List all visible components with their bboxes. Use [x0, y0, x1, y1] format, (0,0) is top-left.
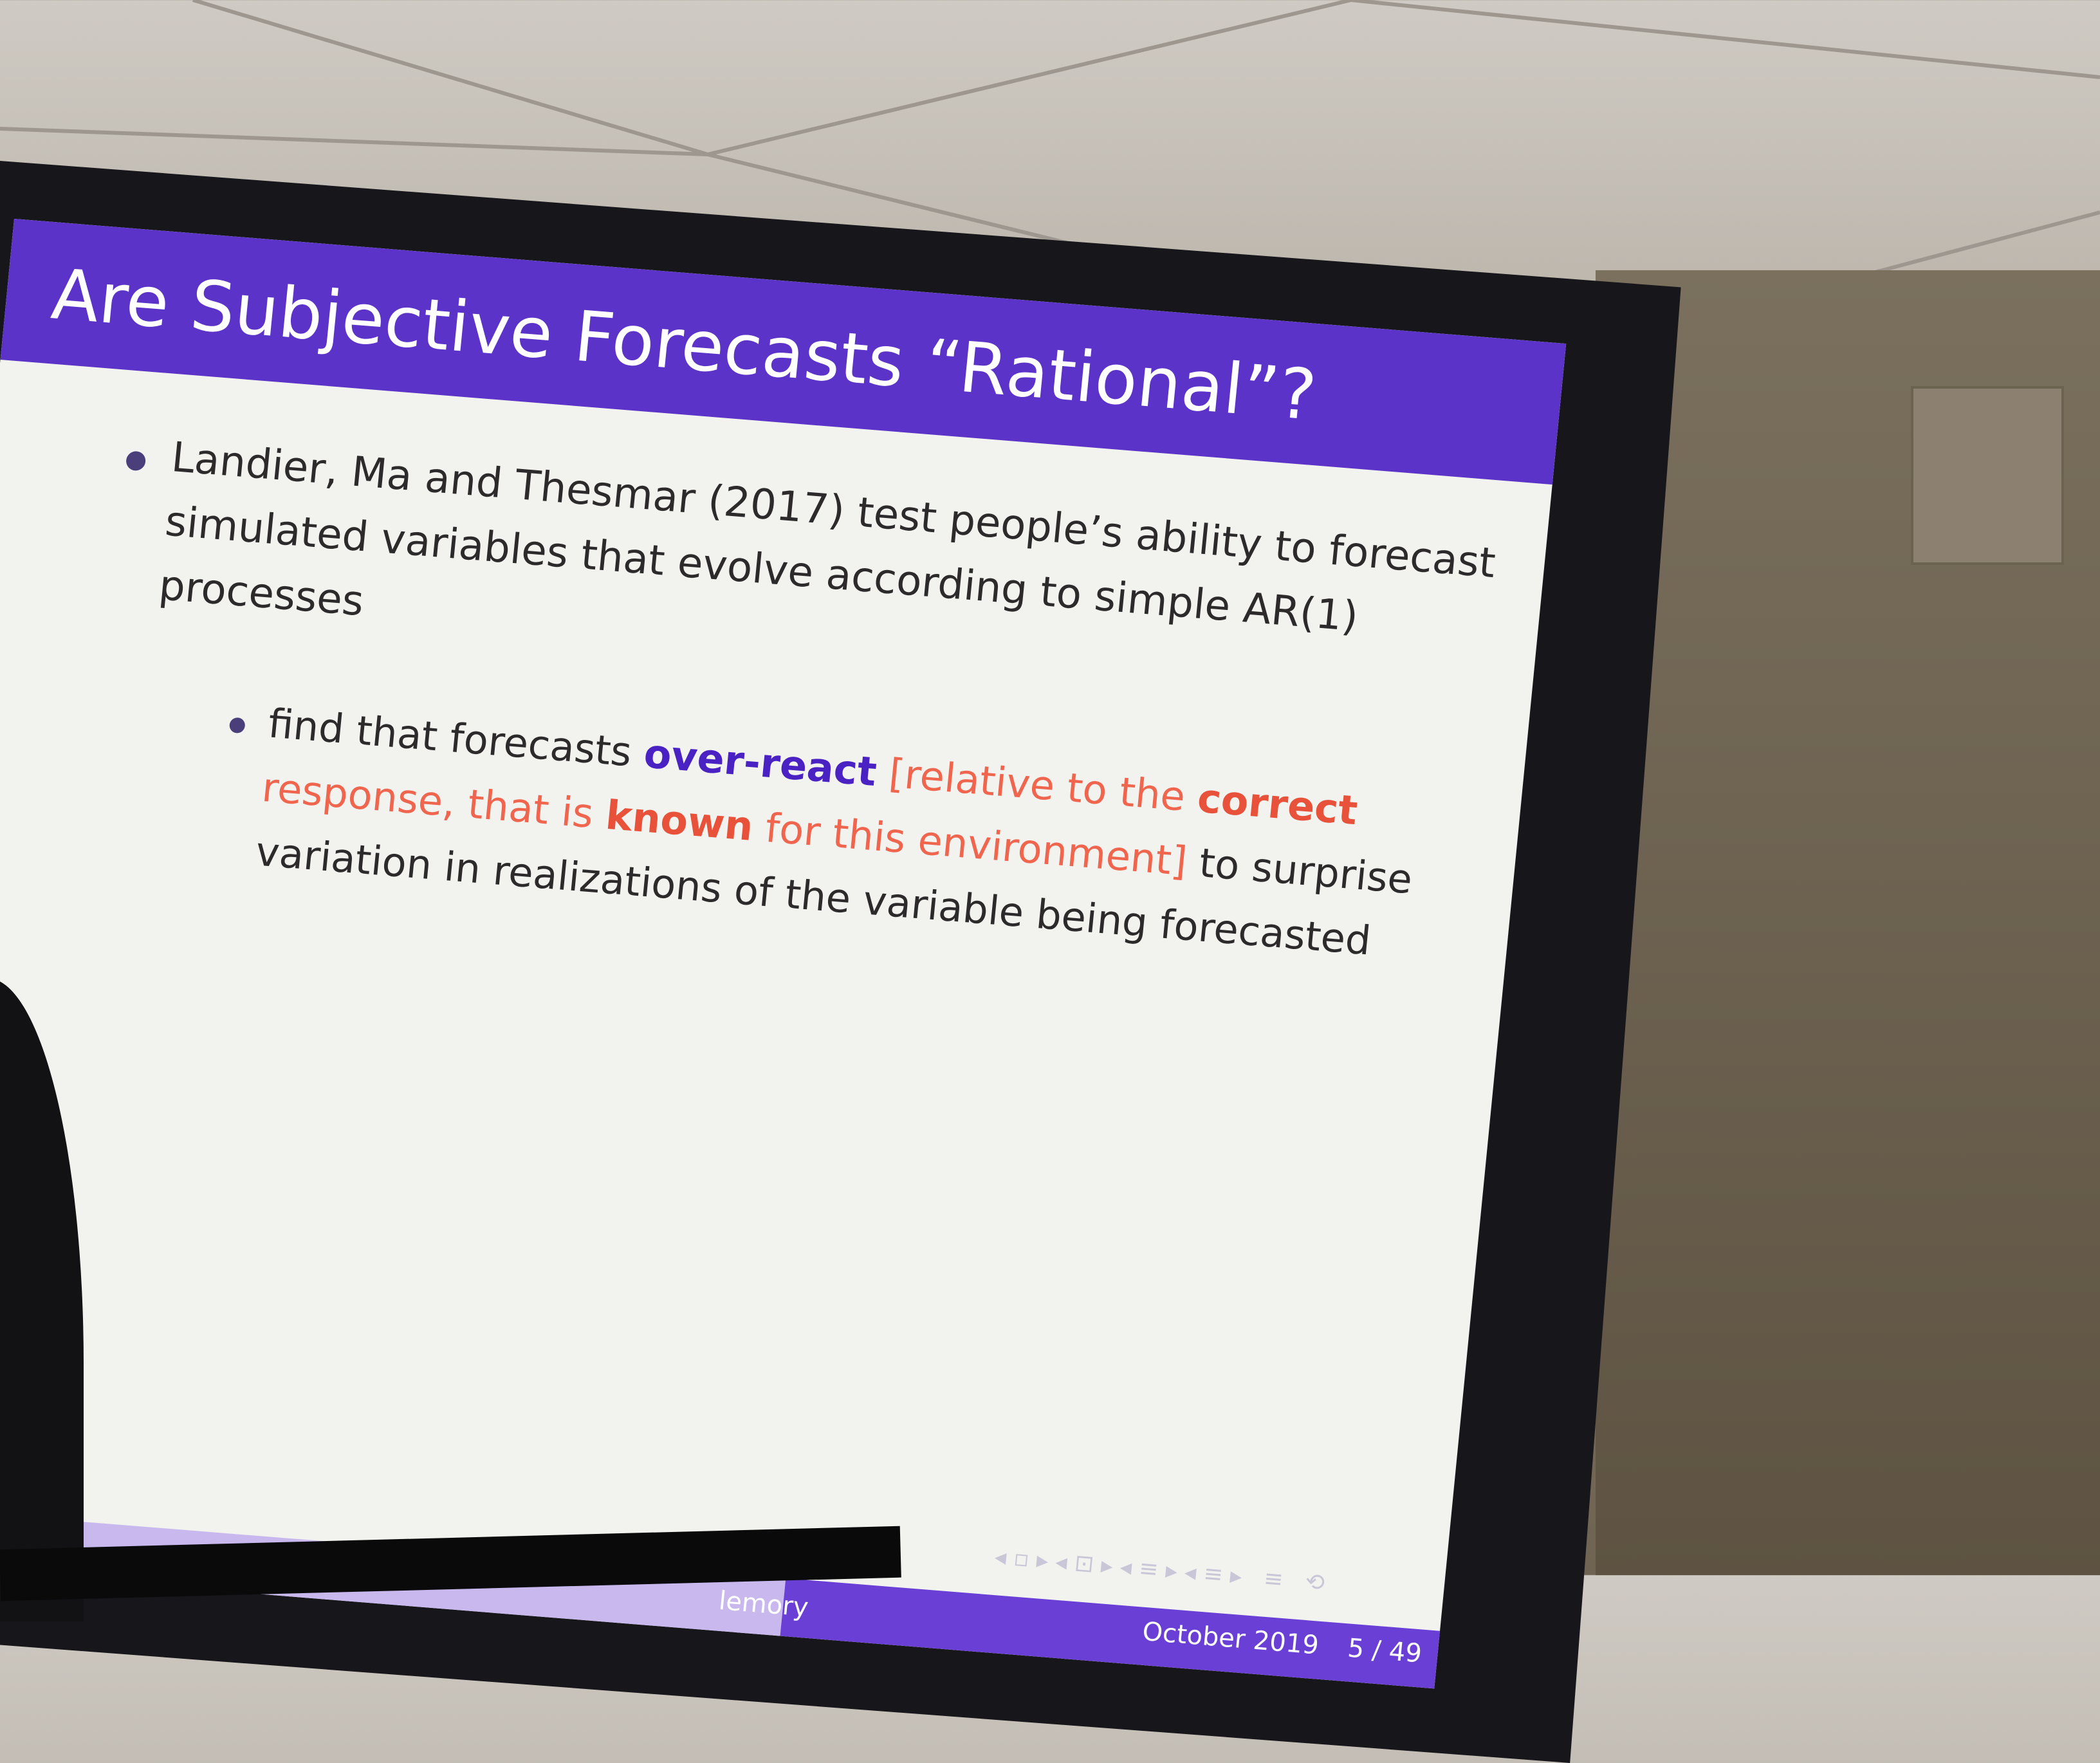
- nav-symbols: ◂ ▫ ▸ ◂ ⊡ ▸ ◂ ≡ ▸ ◂ ≡ ▸ ≡ ⟲: [993, 1544, 1326, 1597]
- bullet-dot: [228, 717, 246, 734]
- text-run: find that forecasts: [266, 699, 647, 777]
- footer-page: 5 / 49: [1346, 1633, 1423, 1669]
- text-run: known: [603, 791, 755, 850]
- text-run: response, that is: [260, 763, 609, 838]
- sub-bullet: find that forecasts over-react [relative…: [253, 691, 1490, 981]
- bullet-dot: [125, 450, 147, 472]
- text-run: correct: [1195, 774, 1360, 835]
- speaker-box: [1911, 386, 2064, 565]
- text-run: [relative to the: [874, 748, 1201, 822]
- bullet-text: Landier, Ma and Thesmar (2017) test peop…: [156, 434, 1498, 642]
- text-run: over-react: [641, 730, 879, 796]
- slide: Are Subjective Forecasts “Rational”? Lan…: [0, 219, 1567, 1689]
